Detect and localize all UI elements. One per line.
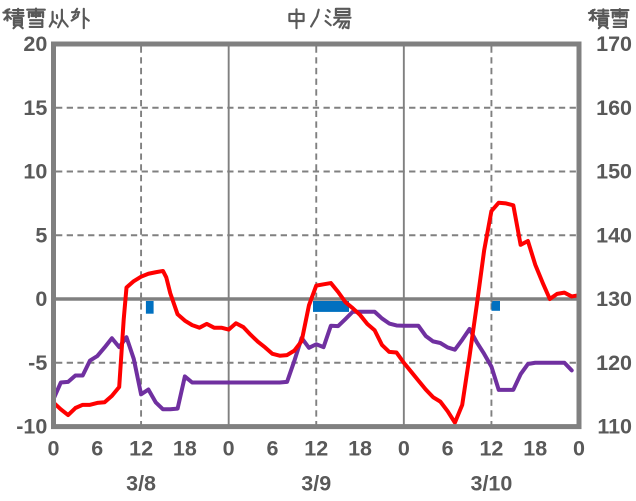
svg-text:3/10: 3/10 [470, 472, 512, 496]
svg-text:6: 6 [266, 437, 278, 461]
svg-text:6: 6 [91, 437, 103, 461]
svg-text:0: 0 [398, 437, 410, 461]
svg-text:12: 12 [479, 437, 503, 461]
svg-text:0: 0 [48, 437, 60, 461]
svg-text:18: 18 [523, 437, 547, 461]
svg-text:18: 18 [173, 437, 197, 461]
svg-text:0: 0 [35, 287, 47, 311]
svg-text:12: 12 [129, 437, 153, 461]
svg-text:170: 170 [596, 32, 632, 56]
svg-text:-10: -10 [16, 415, 47, 439]
svg-text:130: 130 [596, 287, 632, 311]
svg-text:160: 160 [596, 96, 632, 120]
svg-text:12: 12 [304, 437, 328, 461]
svg-text:3/9: 3/9 [301, 472, 331, 496]
svg-text:120: 120 [596, 351, 632, 375]
svg-text:6: 6 [442, 437, 454, 461]
svg-text:18: 18 [348, 437, 372, 461]
svg-text:-5: -5 [28, 351, 47, 375]
svg-text:110: 110 [597, 415, 632, 439]
svg-text:5: 5 [35, 223, 47, 247]
svg-text:10: 10 [23, 160, 47, 184]
svg-text:140: 140 [596, 223, 632, 247]
svg-text:20: 20 [23, 32, 47, 56]
svg-text:15: 15 [23, 96, 47, 120]
svg-text:150: 150 [596, 160, 632, 184]
svg-text:0: 0 [573, 437, 585, 461]
svg-text:0: 0 [223, 437, 235, 461]
svg-text:3/8: 3/8 [126, 472, 156, 496]
